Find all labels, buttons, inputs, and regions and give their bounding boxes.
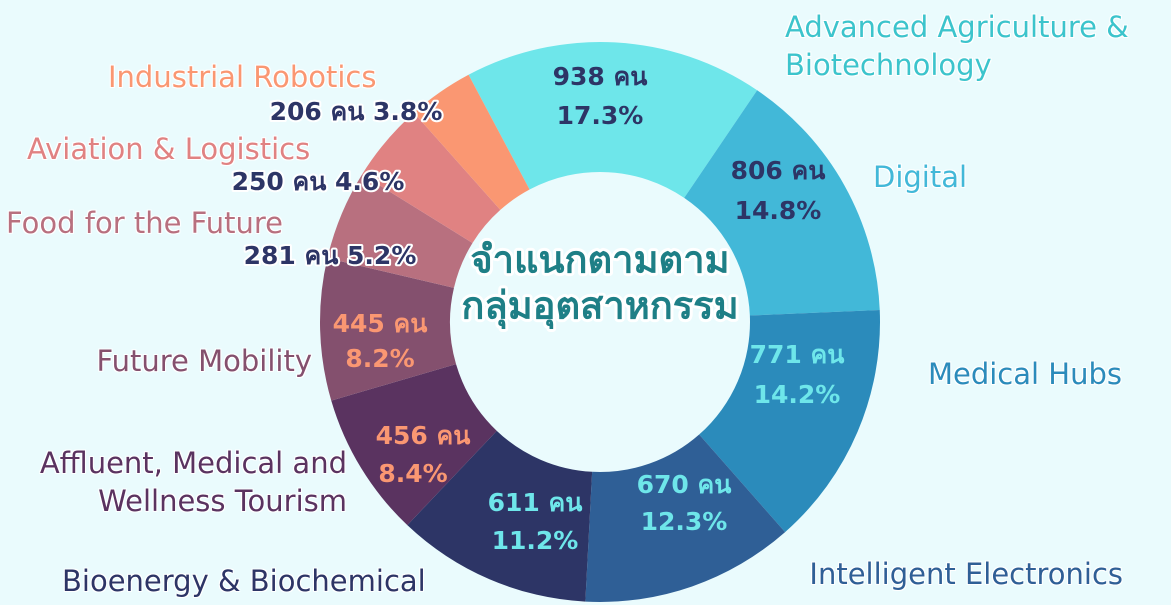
category-label: Medical Hubs [927, 357, 1122, 391]
category-label: Advanced Agriculture & Biotechnology [785, 10, 1129, 82]
donut-slice [684, 90, 880, 316]
donut-slice [407, 430, 593, 602]
percent-label: 3.8% [373, 97, 442, 126]
percent-label: 8.2% [345, 344, 414, 373]
percent-label: 14.2% [754, 380, 841, 409]
value-label: 445 คน [333, 309, 428, 338]
percent-label: 17.3% [557, 101, 644, 130]
donut-slice [320, 258, 457, 401]
donut-slice [362, 112, 501, 243]
percent-label: 5.2% [347, 241, 416, 270]
category-label: Digital [873, 160, 968, 194]
chart-title: จำแนกตามตาม [470, 238, 729, 282]
value-label: 771 คน [750, 340, 845, 369]
category-label: Future Mobility [96, 344, 312, 378]
donut-slice [468, 42, 758, 198]
value-label: 281 คน [244, 241, 339, 270]
value-label: 281 คน 5.2% [244, 241, 417, 270]
donut-slice [699, 309, 880, 533]
donut-slice [413, 74, 530, 210]
value-label: 206 คน 3.8% [270, 97, 443, 126]
chart-title: กลุ่มอุตสาหกรรม [461, 284, 738, 330]
category-label: Intelligent Electronics [809, 557, 1123, 591]
value-label: 456 คน [376, 421, 471, 450]
percent-label: 4.6% [335, 167, 404, 196]
value-label: 250 คน 4.6% [232, 167, 405, 196]
category-label: Affluent, Medical and Wellness Tourism [39, 446, 347, 518]
percent-label: 14.8% [735, 196, 822, 225]
percent-label: 8.4% [378, 459, 447, 488]
category-label: Aviation & Logistics [27, 132, 311, 166]
value-label: 806 คน [731, 156, 826, 185]
value-label: 938 คน [553, 62, 648, 91]
percent-label: 11.2% [492, 526, 579, 555]
value-label: 206 คน [270, 97, 365, 126]
value-label: 670 คน [637, 470, 732, 499]
donut-slice [331, 364, 497, 526]
category-label: Bioenergy & Biochemical [62, 564, 426, 598]
value-label: 250 คน [232, 167, 327, 196]
donut-slice [327, 174, 473, 288]
category-label: Food for the Future [6, 206, 284, 240]
value-label: 611 คน [488, 488, 583, 517]
donut-slice [585, 434, 786, 602]
percent-label: 12.3% [641, 507, 728, 536]
category-label: Industrial Robotics [108, 60, 377, 94]
